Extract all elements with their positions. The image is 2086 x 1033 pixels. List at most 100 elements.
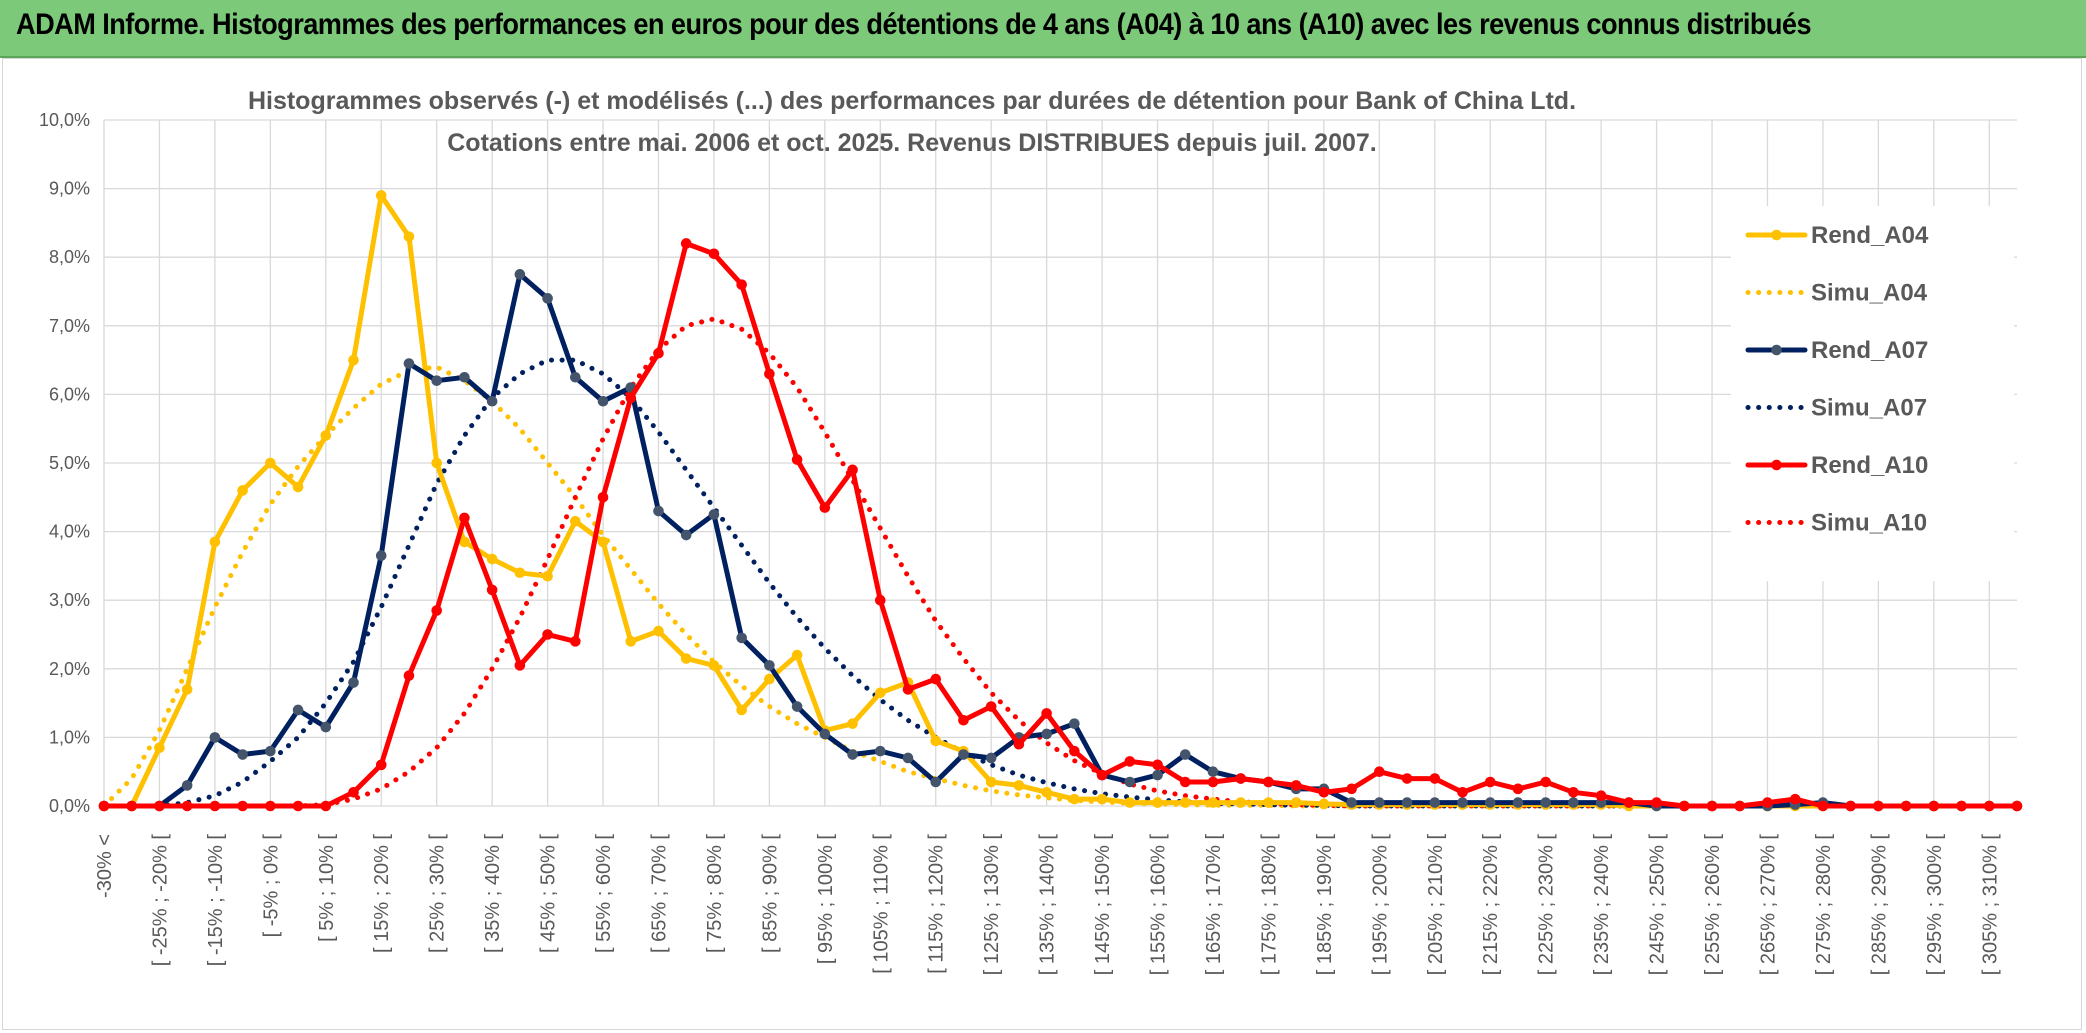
data-point-rend_a07 [1484, 797, 1496, 808]
data-point-rend_a07 [542, 293, 553, 304]
data-point-rend_a10 [1928, 800, 1940, 812]
data-point-rend_a07 [597, 395, 609, 407]
data-point-rend_a07 [570, 371, 581, 383]
x-tick-label: [ 115% ; 120% [ [926, 834, 948, 974]
data-point-rend_a04 [1235, 797, 1247, 808]
legend-label-rend_a04: Rend_A04 [1811, 222, 1929, 249]
y-tick-label: 2,0% [49, 659, 90, 679]
data-point-rend_a07 [902, 752, 914, 764]
x-tick-label: [ 285% ; 290% [ [1868, 834, 1890, 976]
data-point-rend_a04 [154, 742, 165, 753]
data-point-rend_a10 [348, 786, 359, 798]
x-tick-label: [ 55% ; 60% [ [593, 834, 615, 953]
data-point-rend_a04 [292, 481, 304, 493]
data-point-rend_a04 [680, 653, 692, 664]
data-point-rend_a07 [514, 269, 526, 280]
data-point-rend_a04 [459, 536, 470, 548]
x-tick-label: [ 25% ; 30% [ [427, 834, 449, 953]
data-point-rend_a10 [1263, 776, 1274, 788]
data-point-rend_a04 [930, 735, 942, 747]
data-point-rend_a07 [708, 509, 720, 520]
data-point-rend_a07 [791, 701, 803, 712]
data-point-rend_a10 [486, 584, 498, 596]
data-point-rend_a04 [1069, 793, 1080, 805]
y-tick-label: 6,0% [49, 384, 90, 404]
series-line-simu_a10 [101, 316, 2020, 809]
data-point-rend_a10 [1762, 797, 1773, 808]
data-point-rend_a10 [1152, 759, 1163, 771]
x-tick-label: [ 275% ; 280% [ [1813, 834, 1835, 976]
data-point-rend_a04 [1124, 797, 1136, 808]
data-point-rend_a04 [320, 430, 332, 441]
data-point-rend_a10 [1179, 776, 1191, 788]
report-banner: ADAM Informe. Histogrammes des performan… [0, 0, 2086, 58]
data-point-rend_a10 [958, 714, 969, 726]
data-point-rend_a04 [1096, 793, 1108, 805]
data-point-rend_a04 [1290, 797, 1302, 808]
legend-marker-rend_a04 [1771, 229, 1782, 241]
data-point-rend_a04 [985, 776, 997, 788]
data-point-rend_a10 [791, 454, 803, 465]
y-tick-label: 8,0% [49, 247, 90, 267]
data-point-rend_a10 [1457, 786, 1468, 798]
data-point-rend_a07 [1207, 766, 1219, 777]
chart-title-line: Histogrammes observés (-) et modélisés (… [248, 87, 1576, 115]
legend-label-rend_a07: Rend_A07 [1811, 337, 1928, 364]
data-point-rend_a04 [653, 625, 664, 637]
y-tick-label: 9,0% [49, 179, 90, 199]
x-tick-label: [ 35% ; 40% [ [482, 834, 504, 953]
legend-label-simu_a10: Simu_A10 [1811, 510, 1927, 537]
data-point-rend_a10 [1734, 800, 1746, 812]
data-point-rend_a10 [1595, 790, 1607, 802]
data-point-rend_a04 [708, 660, 720, 671]
data-point-rend_a10 [1235, 773, 1247, 784]
x-tick-label: [ 105% ; 110% [ [870, 834, 892, 974]
data-point-rend_a10 [1789, 793, 1801, 805]
data-point-rend_a10 [1956, 800, 1967, 812]
data-point-rend_a10 [1900, 800, 1912, 812]
data-point-rend_a07 [1041, 728, 1052, 740]
data-point-rend_a10 [292, 800, 304, 812]
x-tick-label: [ 95% ; 100% [ [815, 834, 837, 965]
data-point-rend_a07 [459, 371, 470, 383]
data-point-rend_a10 [265, 800, 276, 812]
data-point-rend_a04 [570, 516, 581, 527]
data-point-rend_a04 [375, 190, 387, 201]
data-point-rend_a10 [1207, 776, 1219, 788]
data-point-rend_a10 [680, 238, 692, 249]
data-point-rend_a07 [486, 395, 498, 407]
legend-panel [1731, 206, 2014, 581]
data-point-rend_a07 [1540, 797, 1551, 808]
x-tick-label: [ -5% ; 0% [ [260, 834, 282, 938]
data-point-rend_a07 [764, 660, 775, 671]
data-point-rend_a07 [1069, 718, 1080, 729]
data-point-rend_a07 [181, 780, 193, 791]
data-point-rend_a04 [403, 231, 415, 242]
data-point-rend_a10 [1401, 773, 1413, 784]
data-point-rend_a10 [708, 248, 720, 260]
x-tick-label: [ 135% ; 140% [ [1037, 834, 1059, 976]
data-point-rend_a10 [764, 368, 775, 380]
legend-marker-rend_a10 [1771, 459, 1782, 471]
x-tick-label: [ 45% ; 50% [ [538, 834, 560, 953]
data-point-rend_a10 [1484, 776, 1496, 788]
data-point-rend_a07 [958, 749, 969, 760]
data-point-rend_a07 [265, 745, 276, 757]
legend-label-simu_a07: Simu_A07 [1811, 395, 1927, 422]
series-line-rend_a10 [101, 241, 2020, 809]
data-point-rend_a10 [542, 629, 553, 640]
x-tick-label: [ -15% ; -10% [ [205, 834, 227, 967]
data-point-rend_a10 [625, 392, 637, 404]
data-point-rend_a04 [209, 536, 221, 548]
data-point-rend_a04 [181, 684, 193, 695]
data-point-rend_a10 [1512, 783, 1524, 795]
data-point-rend_a10 [819, 502, 831, 513]
data-point-rend_a07 [1124, 776, 1136, 788]
x-tick-label: [ 125% ; 130% [ [981, 834, 1003, 976]
report-title: ADAM Informe. Histogrammes des performan… [16, 8, 1812, 41]
data-point-rend_a07 [1457, 797, 1468, 808]
x-tick-label: [ 175% ; 180% [ [1258, 834, 1280, 976]
data-point-rend_a07 [348, 677, 359, 688]
data-point-rend_a10 [570, 636, 581, 647]
data-point-rend_a07 [320, 721, 332, 733]
